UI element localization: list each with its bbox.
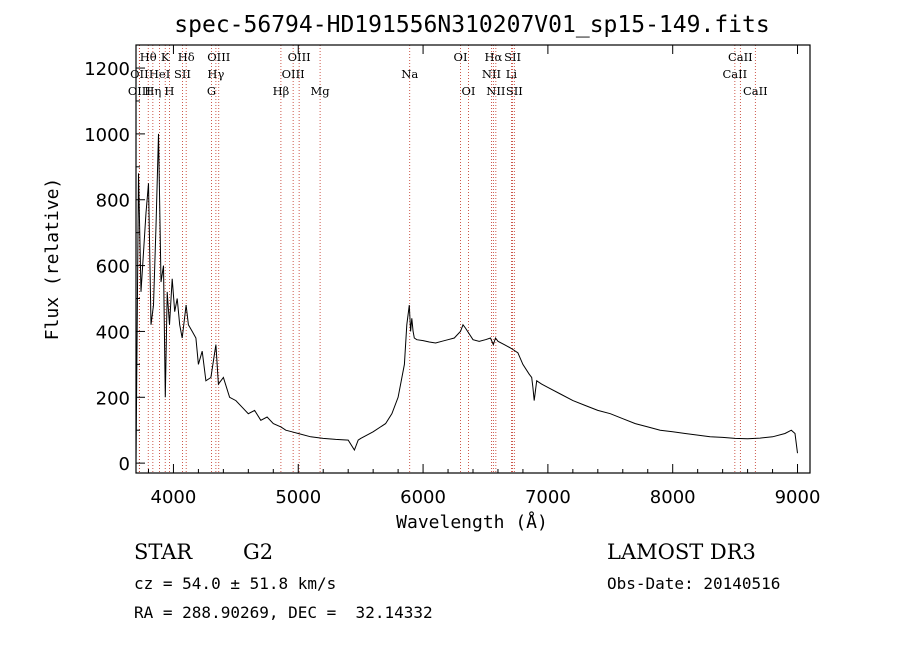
spectral-line-label: K (161, 50, 170, 64)
spectral-line-label: OIII (207, 50, 230, 64)
spectral-line-label: Hη (144, 84, 161, 98)
coordinates: RA = 288.90269, DEC = 32.14332 (134, 603, 433, 622)
y-axis-label: Flux (relative) (42, 178, 63, 341)
spectral-line-label: CaII (743, 84, 768, 98)
observation-date: Obs-Date: 20140516 (607, 574, 781, 593)
spectral-line-label: SII (174, 67, 191, 81)
spectrum-line (135, 133, 798, 464)
x-tick-label: 9000 (775, 487, 821, 508)
spectral-line-label: OIII (288, 50, 311, 64)
spectral-line-label: OI (462, 84, 476, 98)
spectral-line-label: Li (506, 67, 518, 81)
y-axis-ticks: 0 200 400 600 800 1000 1200 (84, 59, 145, 475)
y-tick-label: 400 (96, 322, 130, 343)
y-tick-label: 1000 (84, 125, 130, 146)
spectral-line-label: Hα (484, 50, 502, 64)
redshift-value: cz = 54.0 ± 51.8 km/s (134, 574, 337, 593)
spectral-line-label: SII (506, 84, 523, 98)
spectral-line-markers (138, 45, 756, 473)
object-subclass: G2 (243, 540, 274, 564)
spectral-line-label: Hθ (140, 50, 157, 64)
y-tick-label: 1200 (84, 59, 130, 80)
spectral-line-label: H (164, 84, 174, 98)
y-tick-label: 600 (96, 257, 130, 278)
spectral-line-label: Na (401, 67, 418, 81)
y-tick-label: 800 (96, 191, 130, 212)
spectral-line-label: CaII (722, 67, 747, 81)
y-tick-label: 0 (119, 454, 130, 475)
x-tick-label: 6000 (400, 487, 446, 508)
x-tick-label: 4000 (151, 487, 197, 508)
spectral-line-label: Hβ (273, 84, 290, 98)
y-tick-label: 200 (96, 388, 130, 409)
plot-frame (135, 44, 811, 474)
spectral-line-label: NII (486, 84, 505, 98)
x-tick-label: 8000 (650, 487, 696, 508)
spectral-line-label: OI (454, 50, 468, 64)
spectral-line-label: HeI (149, 67, 170, 81)
spectral-line-label: OIII (282, 67, 305, 81)
spectral-line-label: NII (482, 67, 501, 81)
spectral-line-label: CaII (728, 50, 753, 64)
spectral-line-label: SII (504, 50, 521, 64)
spectral-line-label: Mg (311, 84, 331, 98)
object-class: STAR (134, 540, 193, 564)
spectral-line-label: OIII (128, 84, 151, 98)
spectral-line-label: Hγ (207, 67, 224, 81)
survey-name: LAMOST DR3 (607, 540, 756, 564)
x-axis-ticks: 4000 5000 6000 7000 8000 9000 (147, 45, 821, 508)
chart-title: spec-56794-HD191556N310207V01_sp15-149.f… (174, 12, 769, 38)
x-tick-label: 5000 (275, 487, 321, 508)
spectral-line-label: Hδ (178, 50, 195, 64)
spectral-line-label: OII (130, 67, 149, 81)
x-axis-label: Wavelength (Å) (396, 511, 548, 533)
x-tick-label: 7000 (525, 487, 571, 508)
spectral-line-label: G (207, 84, 216, 98)
